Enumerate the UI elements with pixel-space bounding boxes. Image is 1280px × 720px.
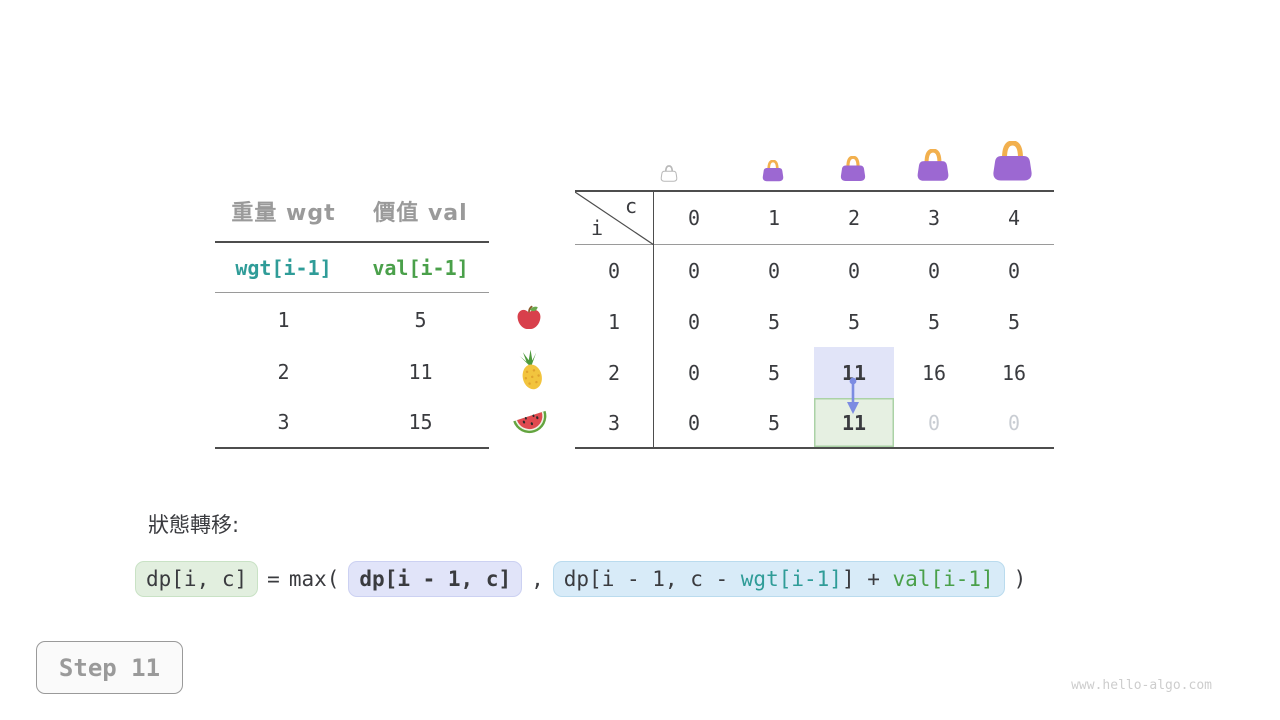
- pineapple-icon: [514, 349, 548, 396]
- formula-arg2-mid: ] +: [841, 567, 893, 591]
- dp-cell: 0: [687, 309, 701, 334]
- dp-cell-unfilled: 0: [1007, 410, 1021, 435]
- formula-max-open: max(: [288, 567, 340, 591]
- dp-table: c i 0 1 2 3 4 0 0 0 0 0 0 1 0 5 5 5 5 2 …: [575, 190, 1054, 449]
- dp-col-header: 1: [734, 192, 814, 245]
- item-row-2: 2 11: [215, 346, 489, 397]
- bag-xlarge-icon: [990, 140, 1035, 186]
- state-transition-label: 狀態轉移:: [148, 513, 240, 537]
- dp-cell: 5: [927, 309, 941, 334]
- formula-arg2-term: dp[i - 1, c - wgt[i-1]] + val[i-1]: [552, 561, 1005, 597]
- down-arrow-icon: [841, 376, 865, 422]
- dp-cell: 0: [847, 258, 861, 283]
- item-wgt-value: 3: [277, 410, 290, 434]
- item-axis-label: i: [591, 216, 604, 240]
- formula-comma: ,: [531, 567, 544, 591]
- dp-col-header: 2: [814, 192, 894, 245]
- item-val-value: 5: [414, 307, 427, 332]
- dp-col-header: 4: [974, 192, 1054, 245]
- empty-bag-icon: [660, 165, 678, 186]
- capacity-icons-row: [575, 128, 1054, 188]
- dp-cell: 0: [927, 258, 941, 283]
- dp-cell: 5: [767, 410, 781, 435]
- dp-col-header: 3: [894, 192, 974, 245]
- value-column-header: 價值 val: [373, 200, 468, 226]
- wgt-subheader: wgt[i-1]: [235, 255, 332, 280]
- dp-cell: 5: [767, 360, 781, 385]
- formula-equals: =: [267, 567, 280, 591]
- dp-cell: 0: [687, 410, 701, 435]
- dp-table-corner-cell: c i: [575, 192, 654, 245]
- dp-cell: 5: [847, 309, 861, 334]
- item-row-3: 3 15: [215, 397, 489, 449]
- items-table-subheader-row: wgt[i-1] val[i-1]: [215, 243, 489, 293]
- dp-cell: 16: [921, 360, 947, 385]
- dp-cell: 5: [767, 309, 781, 334]
- dp-cell: 5: [1007, 309, 1021, 334]
- step-badge: Step 11: [36, 641, 183, 694]
- watermelon-icon: [510, 404, 550, 442]
- dp-cell: 16: [1001, 360, 1027, 385]
- formula-arg2-val: val[i-1]: [892, 567, 994, 591]
- item-wgt-value: 2: [277, 359, 290, 384]
- dp-cell: 0: [1007, 258, 1021, 283]
- diagonal-divider: [575, 192, 654, 245]
- step-badge-label: Step 11: [58, 653, 161, 682]
- dp-row-header: 3: [575, 398, 654, 447]
- dp-cell: 0: [687, 360, 701, 385]
- apple-icon: [515, 304, 543, 336]
- weight-column-header: 重量 wgt: [231, 200, 336, 226]
- dp-row-header: 1: [575, 296, 654, 347]
- item-val-value: 11: [408, 359, 433, 384]
- dp-cell-unfilled: 0: [927, 410, 941, 435]
- dp-row-header: 2: [575, 347, 654, 398]
- item-row-1: 1 5: [215, 293, 489, 346]
- dp-cell: 0: [767, 258, 781, 283]
- state-transition-formula: dp[i, c] = max( dp[i - 1, c] , dp[i - 1,…: [135, 561, 1026, 597]
- capacity-axis-label: c: [624, 194, 637, 218]
- items-table-header-row: 重量 wgt 價值 val: [215, 180, 489, 243]
- formula-close-paren: ): [1013, 567, 1027, 591]
- formula-arg1-term: dp[i - 1, c]: [348, 561, 523, 597]
- watermark: www.hello-algo.com: [1071, 678, 1212, 693]
- formula-lhs-term: dp[i, c]: [135, 561, 259, 597]
- items-table: 重量 wgt 價值 val wgt[i-1] val[i-1] 1 5 2 11…: [215, 180, 489, 449]
- item-val-value: 15: [408, 410, 433, 434]
- formula-arg2-prefix: dp[i - 1, c -: [563, 567, 741, 591]
- item-wgt-value: 1: [277, 307, 290, 332]
- formula-arg2-wgt: wgt[i-1]: [740, 567, 842, 591]
- dp-col-header: 0: [654, 192, 734, 245]
- val-subheader: val[i-1]: [372, 255, 469, 280]
- bag-small-icon: [761, 159, 785, 186]
- bag-medium-icon: [839, 155, 867, 186]
- bag-large-icon: [915, 148, 951, 186]
- dp-row-header: 0: [575, 245, 654, 296]
- dp-cell: 0: [687, 258, 701, 283]
